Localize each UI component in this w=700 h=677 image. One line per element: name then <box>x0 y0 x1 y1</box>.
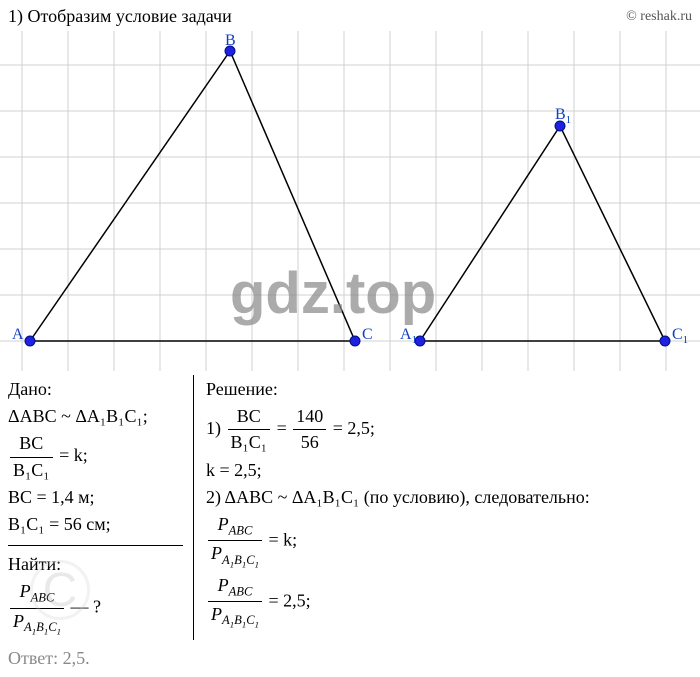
find-title: Найти: <box>8 552 183 577</box>
triangle-diagram: A B C A1 B1 C1 <box>0 31 700 371</box>
solution-step1: 1) BC B₁C₁ = 140 56 = 2,5; <box>206 404 692 455</box>
step-title: 1) Отобразим условие задачи <box>8 6 232 27</box>
solution-perim2: PABC PA1B1C1 = 2,5; <box>206 573 692 632</box>
given-bc: BC = 1,4 м; <box>8 485 183 510</box>
given-ratio: BC B₁C₁ = k; <box>8 431 183 482</box>
answer-text: Ответ: 2,5. <box>0 640 700 669</box>
given-similar: ΔABC ~ ΔA₁B₁C₁; <box>8 404 183 429</box>
svg-text:B: B <box>225 32 236 49</box>
svg-text:A: A <box>12 326 24 343</box>
solution-block: Дано: ΔABC ~ ΔA₁B₁C₁; BC B₁C₁ = k; BC = … <box>0 371 700 640</box>
solution-perim1: PABC PA1B1C1 = k; <box>206 512 692 571</box>
solution-title: Решение: <box>206 377 692 402</box>
given-column: Дано: ΔABC ~ ΔA₁B₁C₁; BC B₁C₁ = k; BC = … <box>8 375 193 640</box>
given-b1c1: B₁C₁ = 56 см; <box>8 512 183 537</box>
find-ratio: PABC PA1B1C1 — ? <box>8 579 183 638</box>
given-title: Дано: <box>8 377 183 402</box>
solution-step2: 2) ΔABC ~ ΔA₁B₁C₁ (по условию), следоват… <box>206 485 692 510</box>
svg-text:C: C <box>362 326 373 343</box>
solution-k: k = 2,5; <box>206 458 692 483</box>
copyright-label: © reshak.ru <box>626 9 692 25</box>
solution-column: Решение: 1) BC B₁C₁ = 140 56 = 2,5; k = … <box>193 375 692 640</box>
